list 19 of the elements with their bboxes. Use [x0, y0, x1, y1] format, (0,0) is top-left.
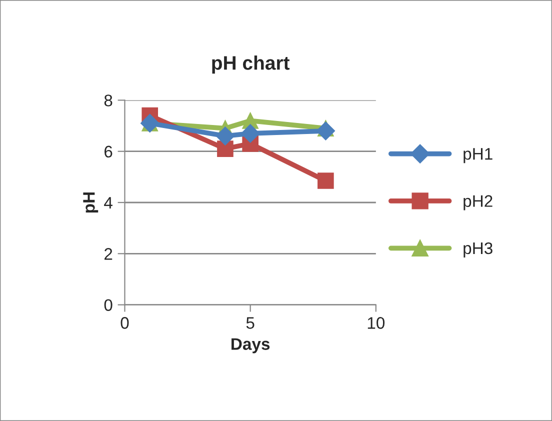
x-tick-label: 10 [368, 317, 385, 329]
legend-label: pH3 [464, 242, 492, 258]
chart-title: pH chart [212, 56, 290, 74]
point [216, 126, 235, 146]
point [240, 124, 260, 143]
point [217, 140, 234, 157]
x-tick-label: 0 [120, 317, 129, 329]
x-tick-label: 5 [246, 317, 254, 329]
y-axis-title: pH [83, 192, 98, 213]
y-tick-label: 2 [104, 248, 112, 260]
point [318, 172, 334, 189]
legend-label: pH1 [464, 148, 492, 164]
x-axis-title: Days [232, 338, 270, 354]
y-tick-label: 4 [104, 197, 112, 209]
y-tick-label: 0 [104, 299, 112, 312]
legend-label: pH2 [464, 195, 492, 210]
y-tick-label: 6 [104, 146, 112, 158]
point [316, 122, 336, 140]
y-tick-label: 8 [104, 94, 112, 106]
